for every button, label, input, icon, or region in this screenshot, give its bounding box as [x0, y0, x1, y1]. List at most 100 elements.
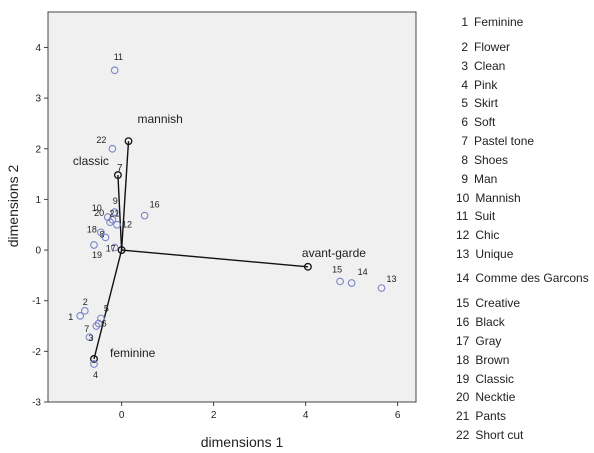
y-tick-label: 4: [35, 43, 41, 54]
legend-item: 20 Necktie: [456, 390, 516, 404]
legend-item: 10 Mannish: [456, 191, 521, 205]
point-label: 7: [84, 324, 89, 334]
vector-label: feminine: [110, 346, 156, 360]
y-tick-label: 1: [35, 195, 41, 206]
x-tick-label: 4: [303, 410, 309, 421]
legend-item: 3 Clean: [461, 59, 506, 73]
x-axis-label: dimensions 1: [201, 434, 284, 450]
point-label: 20: [94, 208, 104, 218]
data-point: [110, 66, 119, 75]
point-label: 10: [92, 203, 102, 213]
data-point: [336, 277, 344, 286]
point-label: 19: [92, 250, 102, 260]
vector-endpoint: [113, 171, 122, 180]
vector-line: [120, 141, 130, 251]
point-label: 16: [150, 200, 160, 210]
vector-line: [121, 249, 308, 268]
point-label: 14: [358, 267, 368, 277]
data-point: [108, 144, 117, 153]
legend-item: 13 Unique: [456, 247, 514, 261]
point-label: 22: [96, 135, 106, 145]
data-point: [377, 284, 386, 292]
legend-item: 6 Soft: [461, 115, 496, 129]
vector-label: classic: [73, 154, 109, 168]
data-point: [113, 220, 121, 229]
point-label: 12: [122, 220, 132, 230]
point-label: 5: [104, 303, 109, 313]
data-point: [101, 233, 110, 242]
legend-item: 12 Chic: [456, 228, 500, 242]
legend-item: 17 Gray: [456, 334, 502, 348]
data-point: [110, 208, 119, 216]
data-point: [106, 218, 114, 227]
data-point: [76, 312, 85, 320]
data-point: [108, 215, 117, 224]
legend-item: 21 Pants: [456, 409, 507, 423]
x-tick-label: 6: [395, 410, 401, 421]
x-tick-label: 0: [119, 410, 125, 421]
legend-item: 18 Brown: [456, 353, 510, 367]
data-point: [347, 279, 356, 287]
legend-item: 9 Man: [461, 172, 498, 186]
data-point: [85, 333, 94, 342]
data-point: [80, 306, 89, 315]
vector-endpoint: [303, 262, 312, 271]
origin-marker: [117, 246, 126, 255]
point-label: 17: [106, 244, 116, 254]
x-axis-ticks: 0 2 4 6: [119, 402, 401, 421]
vector-endpoint: [90, 354, 98, 363]
point-label: 4: [93, 370, 98, 380]
point-label: 2: [83, 297, 88, 307]
legend-item: 22 Short cut: [456, 428, 524, 442]
legend-item: 8 Shoes: [461, 153, 509, 167]
legend-item: 5 Skirt: [461, 96, 498, 110]
y-tick-label: 0: [35, 246, 41, 257]
vector-label: mannish: [138, 112, 183, 126]
point-label: 8: [100, 229, 105, 239]
data-point: [94, 319, 103, 328]
vector-line: [117, 175, 123, 251]
point-label: 21: [109, 209, 119, 219]
data-point: [97, 228, 105, 237]
y-axis-ticks: -3 -2 -1 0 1 2 3 4: [32, 43, 48, 409]
point-label: 18: [87, 224, 97, 234]
legend-item: 19 Classic: [456, 372, 515, 386]
legend-item: 4 Pink: [461, 78, 498, 92]
legend-item: 7 Pastel tone: [461, 134, 535, 148]
vectors: mannish classic avant-garde feminine: [73, 112, 366, 363]
point-label: 15: [332, 264, 342, 274]
data-point: [90, 241, 98, 249]
legend-item: 16 Black: [456, 315, 505, 329]
vector-endpoint: [124, 137, 133, 146]
data-point: [140, 211, 149, 220]
y-tick-label: -1: [32, 296, 41, 307]
y-tick-label: 2: [35, 144, 41, 155]
legend-item: 15 Creative: [456, 296, 521, 310]
point-label: 6: [102, 318, 107, 328]
y-tick-label: -3: [32, 398, 41, 409]
legend-item: 2 Flower: [461, 40, 511, 54]
plot-area: [47, 11, 417, 403]
point-label: 1: [68, 312, 73, 322]
data-point: [110, 243, 119, 252]
y-axis-label: dimensions 2: [5, 165, 21, 248]
y-tick-label: 3: [35, 94, 41, 105]
annotation-label: 7: [117, 163, 123, 174]
x-tick-label: 2: [211, 410, 217, 421]
data-point: [97, 314, 105, 323]
vector-line: [93, 249, 123, 360]
point-label: 11: [114, 52, 123, 62]
legend-item: 1 Feminine: [461, 15, 524, 29]
point-label: 13: [387, 274, 397, 284]
point-label: 3: [88, 333, 93, 343]
legend-item: 14 Comme des Garcons: [456, 271, 589, 285]
data-point: [103, 213, 112, 221]
data-point: [90, 360, 98, 368]
vector-label: avant-garde: [302, 246, 366, 260]
y-tick-label: -2: [32, 347, 41, 358]
point-label: 9: [113, 196, 118, 206]
legend-item: 11 Suit: [456, 209, 496, 223]
data-point: [92, 322, 101, 330]
